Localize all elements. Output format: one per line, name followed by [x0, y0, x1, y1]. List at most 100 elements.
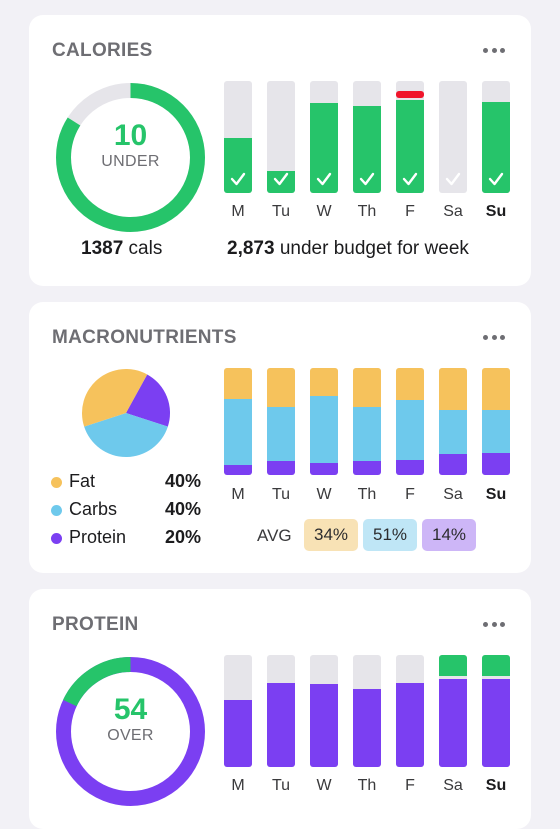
calories-bar[interactable] [439, 81, 467, 193]
macronutrients-title: MACRONUTRIENTS [52, 327, 237, 348]
carbs-segment [353, 406, 381, 462]
day-label-m: M [231, 486, 245, 503]
protein-bar[interactable] [267, 655, 295, 767]
macros-bar[interactable] [353, 368, 381, 475]
legend-dot [51, 477, 62, 488]
pie-slice-protein [126, 374, 170, 427]
macronutrients-more-icon[interactable] [483, 332, 505, 342]
carbs-segment [310, 395, 338, 464]
day-label-w: W [316, 486, 332, 503]
protein-bar[interactable] [439, 655, 467, 767]
legend-name: Protein [69, 527, 127, 547]
day-label-su: Su [485, 203, 507, 220]
protein-over-segment [482, 655, 510, 676]
protein-ring: 54 OVER [54, 655, 207, 808]
macros-bar[interactable] [310, 368, 338, 475]
day-label-f: F [405, 486, 415, 503]
protein-card[interactable]: PROTEIN 54 OVER M Tu W Th F Sa Su [29, 589, 531, 829]
day-label-w: W [316, 777, 332, 794]
protein-bar[interactable] [353, 655, 381, 767]
protein-bar[interactable] [482, 655, 510, 767]
carbs-segment [396, 400, 424, 460]
calories-ring-value: 10 [113, 119, 148, 152]
calories-bar[interactable] [224, 81, 252, 193]
protein-ring-over [56, 657, 205, 806]
macros-bar[interactable] [439, 368, 467, 475]
calories-card[interactable]: CALORIES 10 UNDER 1387 cals 2,873 under … [29, 15, 531, 286]
protein-ring-value: 54 [113, 693, 148, 726]
macros-bar[interactable] [224, 368, 252, 475]
protein-fill [396, 683, 424, 767]
macros-bar[interactable] [396, 368, 424, 475]
macros-bar[interactable] [267, 368, 295, 475]
calories-bar[interactable] [353, 81, 381, 193]
day-label-w: W [316, 203, 332, 220]
day-label-f: F [405, 203, 415, 220]
calories-more-icon[interactable] [483, 45, 505, 55]
over-budget-marker [396, 91, 424, 99]
calories-title: CALORIES [52, 40, 153, 61]
legend-value: 40% [164, 471, 201, 491]
protein-bar[interactable] [396, 655, 424, 767]
fat-segment [224, 368, 252, 400]
macronutrients-avg-label: AVG [257, 526, 292, 545]
protein-title: PROTEIN [52, 614, 139, 635]
checkmark-icon [316, 172, 332, 186]
day-label-tu: Tu [271, 777, 291, 794]
day-label-m: M [231, 777, 245, 794]
legend-name: Carbs [69, 499, 118, 519]
fat-segment [267, 368, 295, 407]
protein-ring-label: OVER [107, 727, 154, 744]
protein-more-icon[interactable] [483, 619, 505, 629]
avg-chip: 34% [304, 519, 359, 551]
day-label-th: Th [357, 203, 377, 220]
legend-dot [51, 533, 62, 544]
checkmark-icon [359, 172, 375, 186]
protein-over-segment [439, 655, 467, 676]
legend-value: 20% [164, 527, 201, 547]
calories-ring: 10 UNDER [54, 81, 207, 234]
protein-bar[interactable] [310, 655, 338, 767]
legend-item-fat: Fat 40% [51, 471, 201, 495]
protein-fill [482, 678, 510, 767]
carbs-segment [267, 406, 295, 462]
day-label-th: Th [357, 486, 377, 503]
protein-fill [353, 688, 381, 767]
protein-segment [439, 453, 467, 475]
calories-ring-label: UNDER [101, 153, 160, 170]
protein-fill [224, 699, 252, 767]
calories-ring-progress [56, 83, 205, 232]
legend-dot [51, 505, 62, 516]
day-label-tu: Tu [271, 486, 291, 503]
legend-value: 40% [164, 499, 201, 519]
calories-bar[interactable] [310, 81, 338, 193]
pie-slice-carbs [84, 413, 168, 457]
avg-chip: 14% [422, 519, 477, 551]
fat-segment [439, 368, 467, 410]
day-label-su: Su [485, 486, 507, 503]
calories-bar[interactable] [267, 81, 295, 193]
legend-item-carbs: Carbs 40% [51, 499, 201, 523]
protein-fill [439, 678, 467, 767]
protein-fill [267, 683, 295, 767]
calories-bar[interactable] [482, 81, 510, 193]
carbs-segment [224, 399, 252, 466]
day-label-f: F [405, 777, 415, 794]
calories-bar[interactable] [396, 81, 424, 193]
macronutrients-pie [80, 367, 172, 459]
protein-segment [482, 452, 510, 475]
day-label-sa: Sa [443, 203, 463, 220]
fat-segment [396, 368, 424, 401]
macronutrients-card[interactable]: MACRONUTRIENTS AVG Fat 40% Carbs 40% Protein… [29, 302, 531, 573]
carbs-segment [482, 409, 510, 453]
protein-segment [353, 461, 381, 475]
checkmark-icon [445, 172, 461, 186]
macros-bar[interactable] [482, 368, 510, 475]
legend-item-protein: Protein 20% [51, 527, 201, 551]
protein-segment [396, 460, 424, 475]
protein-bar[interactable] [224, 655, 252, 767]
calories-today-summary: 1387 cals [81, 238, 163, 259]
fat-segment [353, 368, 381, 407]
day-label-sa: Sa [443, 777, 463, 794]
day-label-th: Th [357, 777, 377, 794]
